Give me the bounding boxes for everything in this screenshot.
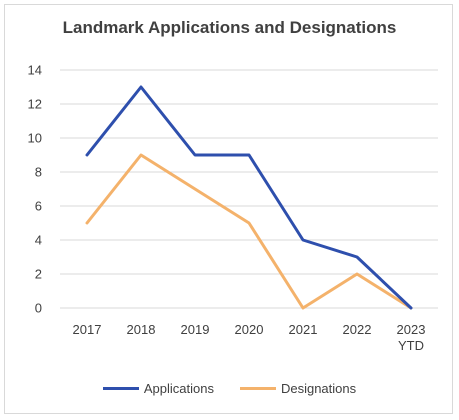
x-tick-label: YTD <box>398 338 424 353</box>
legend-label-designations: Designations <box>280 380 357 396</box>
legend-item-designations: Designations <box>239 380 357 396</box>
x-tick-label: 2021 <box>289 322 318 337</box>
legend: Applications Designations <box>0 378 459 398</box>
x-tick-label: 2020 <box>235 322 264 337</box>
series-line-applications <box>85 85 413 310</box>
series-line-designations <box>85 153 413 310</box>
x-tick-label: 2022 <box>343 322 372 337</box>
chart-title: Landmark Applications and Designations <box>62 18 397 37</box>
x-tick-label: 2018 <box>127 322 156 337</box>
y-tick-label: 2 <box>35 267 42 282</box>
x-tick-label: 2023 <box>397 322 426 337</box>
legend-item-applications: Applications <box>102 380 214 396</box>
y-tick-label: 4 <box>35 233 42 248</box>
legend-swatch-applications <box>102 386 139 390</box>
y-tick-label: 10 <box>28 131 42 146</box>
y-tick-label: 12 <box>28 97 42 112</box>
y-tick-label: 0 <box>35 301 42 316</box>
series-lines <box>85 85 413 310</box>
x-tick-label: 2019 <box>181 322 210 337</box>
legend-label-applications: Applications <box>143 380 214 396</box>
y-axis-ticks: 0 2 4 6 8 10 12 14 <box>28 63 42 316</box>
legend-swatch-designations <box>239 386 276 390</box>
gridlines <box>60 69 438 309</box>
y-tick-label: 8 <box>35 165 42 180</box>
y-tick-label: 14 <box>28 63 42 78</box>
x-tick-label: 2017 <box>73 322 102 337</box>
y-tick-label: 6 <box>35 199 42 214</box>
